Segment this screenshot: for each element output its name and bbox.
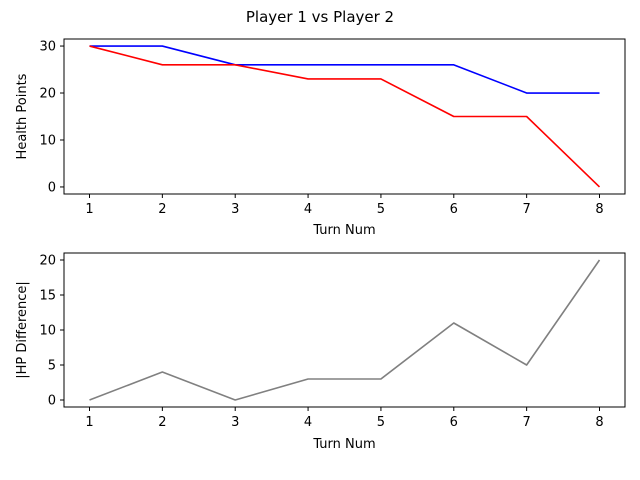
diff-x-tick-label: 7	[523, 415, 531, 430]
hp-chart-panel: 1 2 3 4 5 6 7 8 0 10 20 30 Turn Num Health Points	[15, 38, 626, 238]
hp-series-line-1	[89, 45, 600, 94]
diff-y-tick-label: 10	[39, 324, 56, 339]
diff-y-axis-label: |HP Difference|	[15, 281, 30, 379]
hp-x-tick-label: 6	[450, 202, 458, 217]
hp-y-tick-label: 20	[39, 87, 56, 102]
diff-x-tick-label: 4	[304, 415, 312, 430]
hp-x-tick-label: 2	[158, 202, 166, 217]
hp-y-tick-label: 10	[39, 133, 56, 148]
hp-x-tick-label: 5	[377, 202, 385, 217]
hp-y-tick-label: 0	[48, 180, 56, 195]
hp-difference-chart-panel: 1 2 3 4 5 6 7 8 0 5 10 15 20 Turn Num |HP Difference|	[15, 252, 626, 452]
diff-x-tick-label: 2	[158, 415, 166, 430]
diff-x-tick-label: 1	[85, 415, 93, 430]
diff-series-line-1	[89, 259, 601, 401]
hp-axes-frame	[63, 38, 626, 195]
figure-title: Player 1 vs Player 2	[246, 8, 394, 26]
diff-y-tick-label: 0	[48, 394, 56, 409]
diff-y-tick-label: 5	[48, 359, 56, 374]
diff-x-tick-label: 3	[231, 415, 239, 430]
diff-y-tick-label: 15	[39, 289, 56, 304]
diff-x-tick-label: 8	[595, 415, 603, 430]
hp-x-tick-label: 4	[304, 202, 312, 217]
hp-x-tick-label: 1	[85, 202, 93, 217]
hp-x-axis-label: Turn Num	[312, 223, 375, 238]
diff-y-tick-label: 20	[39, 254, 56, 269]
hp-series-line-2	[89, 45, 601, 188]
hp-x-tick-label: 7	[523, 202, 531, 217]
hp-x-tick-label: 3	[231, 202, 239, 217]
hp-x-tick-label: 8	[595, 202, 603, 217]
diff-x-tick-label: 6	[450, 415, 458, 430]
hp-y-tick-label: 30	[39, 40, 56, 55]
diff-x-axis-label: Turn Num	[312, 437, 375, 452]
hp-y-axis-label: Health Points	[15, 73, 30, 159]
diff-x-tick-label: 5	[377, 415, 385, 430]
diff-axes-frame	[63, 252, 626, 408]
